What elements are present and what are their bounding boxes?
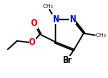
Text: N: N	[69, 15, 75, 24]
Text: Br: Br	[62, 56, 71, 65]
Text: O: O	[29, 38, 36, 47]
Text: N: N	[52, 15, 58, 24]
Text: CH₃: CH₃	[96, 33, 107, 38]
Text: CH₃: CH₃	[43, 4, 54, 9]
Text: O: O	[31, 19, 37, 28]
